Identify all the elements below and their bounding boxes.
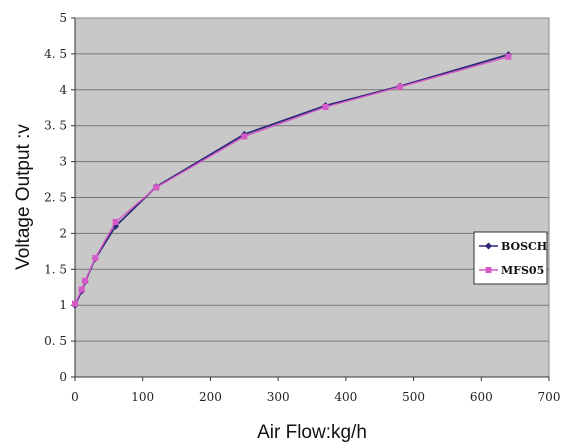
legend-label: MFS05 — [501, 264, 544, 277]
x-tick-label: 0 — [71, 390, 79, 404]
y-tick-label: 3. 5 — [44, 119, 67, 133]
data-point — [79, 286, 85, 292]
y-tick-labels: 0 0. 5 1 1. 5 2 2. 5 3 3. 5 4 4. 5 5 — [44, 11, 67, 384]
legend-marker — [486, 267, 492, 273]
data-point — [153, 184, 159, 190]
y-tick-label: 5 — [59, 11, 67, 25]
data-point — [505, 54, 511, 60]
data-point — [113, 219, 119, 225]
x-tick-label: 700 — [538, 390, 561, 404]
x-axis-title: Air Flow:kg/h — [257, 422, 367, 443]
y-tick-label: 2 — [59, 226, 67, 240]
data-point — [72, 301, 78, 307]
y-tick-label: 3 — [59, 155, 67, 169]
y-tick-label: 1. 5 — [44, 262, 67, 276]
x-tick-label: 500 — [402, 390, 425, 404]
x-tick-label: 300 — [267, 390, 290, 404]
x-tick-label: 100 — [131, 390, 154, 404]
data-point — [241, 133, 247, 139]
y-tick-label: 2. 5 — [44, 191, 67, 205]
y-tick-label: 4. 5 — [44, 47, 67, 61]
x-tick-label: 200 — [199, 390, 222, 404]
legend: BOSCH MFS05 — [474, 232, 547, 284]
y-axis-title: Voltage Output :v — [13, 124, 34, 270]
y-tick-label: 4 — [59, 83, 67, 97]
y-tick-label: 0 — [59, 370, 67, 384]
y-tick-label: 0. 5 — [44, 334, 67, 348]
data-point — [397, 84, 403, 90]
legend-label: BOSCH — [501, 240, 547, 253]
x-tick-label: 600 — [470, 390, 493, 404]
x-tick-labels: 0 100 200 300 400 500 600 700 — [71, 390, 560, 404]
data-point — [323, 104, 329, 110]
y-tick-label: 1 — [59, 298, 67, 312]
data-point — [92, 255, 98, 261]
data-point — [82, 278, 88, 284]
x-tick-label: 400 — [334, 390, 357, 404]
